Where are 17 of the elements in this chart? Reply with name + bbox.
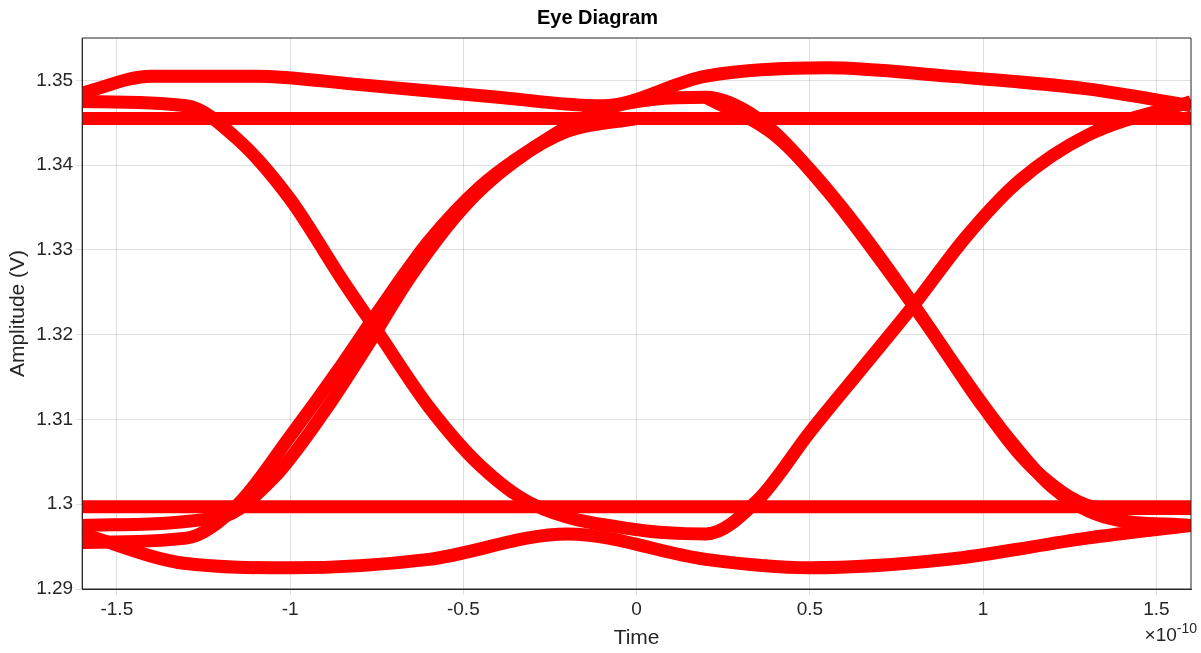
chart-title: Eye Diagram — [536, 5, 659, 28]
x-tick-label: -1.5 — [100, 597, 134, 619]
y-tick-label: 1.3 — [46, 492, 74, 514]
x-tick-label: -1 — [281, 597, 299, 619]
y-tick-label: 1.33 — [36, 238, 74, 260]
y-tick-label: 1.35 — [36, 68, 74, 90]
y-tick-label: 1.31 — [36, 407, 74, 429]
x-tick-label: 1.5 — [1143, 597, 1170, 619]
y-axis-title: Amplitude (V) — [5, 249, 29, 378]
y-tick-label: 1.29 — [36, 577, 74, 599]
x-axis-title: Time — [613, 625, 660, 649]
x-tick-label: -0.5 — [446, 597, 480, 619]
x-tick-label: 0.5 — [796, 597, 824, 619]
x-tick-label: 1 — [977, 597, 989, 619]
x-tick-label: 0 — [631, 597, 642, 619]
y-tick-label: 1.34 — [36, 153, 74, 175]
y-tick-label: 1.32 — [36, 322, 74, 344]
